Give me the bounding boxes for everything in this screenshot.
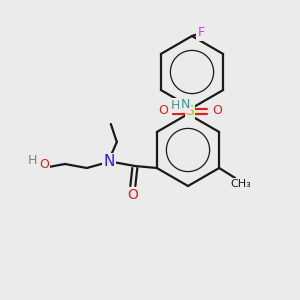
Text: O: O <box>128 188 138 202</box>
Text: O: O <box>39 158 49 170</box>
Text: N: N <box>180 98 190 111</box>
Text: H: H <box>170 99 180 112</box>
Text: H: H <box>28 154 38 166</box>
Text: S: S <box>186 104 194 118</box>
Text: N: N <box>103 154 115 169</box>
Text: CH₃: CH₃ <box>231 179 252 189</box>
Text: O: O <box>158 104 168 118</box>
Text: F: F <box>197 26 205 40</box>
Text: O: O <box>212 104 222 118</box>
